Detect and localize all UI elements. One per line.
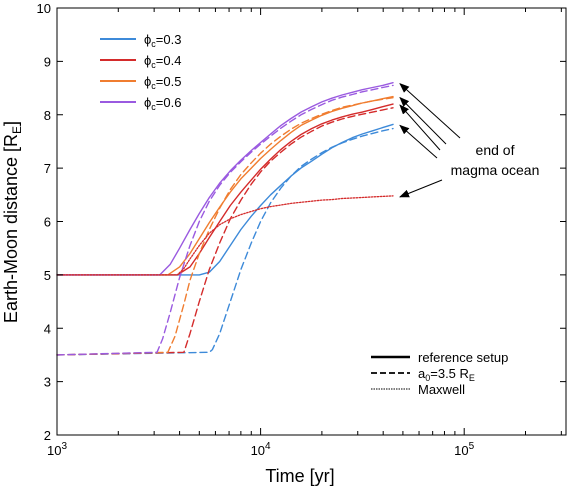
y-tick-label: 3 (44, 375, 51, 390)
annotation-arrow (399, 83, 461, 139)
series-line-dashed-7 (56, 96, 394, 356)
y-tick-label: 8 (44, 108, 51, 123)
annotation-end-of-magma-ocean: end of magma ocean (451, 142, 540, 178)
style-legend-label: a0=3.5 RE (418, 366, 475, 383)
y-tick-label: 6 (44, 215, 51, 230)
y-tick-label: 10 (37, 1, 51, 16)
style-legend-label: reference setup (418, 350, 508, 365)
x-tick-label: 103 (47, 441, 67, 458)
annotation-arrow (399, 104, 441, 151)
series-line-dotted-9 (56, 195, 394, 276)
legend-label: ϕc=0.3 (144, 32, 181, 49)
legend-label: ϕc=0.4 (144, 53, 181, 70)
series-line-dashed-6 (56, 107, 394, 356)
x-tick-label: 105 (454, 441, 474, 458)
plot-frame (56, 7, 567, 436)
annotation-line-2: magma ocean (451, 162, 540, 178)
series-line-dashed-5 (56, 127, 394, 356)
series-line-dashed-8 (56, 84, 394, 356)
annotation-arrow (399, 124, 438, 159)
y-axis-title: Earth-Moon distance [RE] (1, 121, 24, 323)
series-legend: ϕc=0.3 ϕc=0.4 ϕc=0.5 ϕc=0.6 (100, 32, 181, 112)
annotation-arrows (399, 83, 461, 198)
plot-curves (56, 81, 394, 356)
series-line-solid-2 (56, 103, 394, 276)
y-axis-ticks: 2 3 4 5 6 7 8 9 10 (37, 1, 566, 443)
legend-label: ϕc=0.5 (144, 74, 181, 91)
x-axis-ticks: 103 104 105 (47, 8, 562, 458)
y-tick-label: 2 (44, 428, 51, 443)
series-line-solid-3 (56, 95, 394, 276)
y-tick-label: 9 (44, 54, 51, 69)
series-line-solid-4 (56, 81, 394, 276)
annotation-arrow (399, 179, 443, 198)
x-tick-label: 104 (251, 441, 271, 458)
x-axis-title: Time [yr] (265, 466, 334, 486)
legend-label: ϕc=0.6 (144, 95, 181, 112)
y-tick-label: 4 (44, 321, 51, 336)
y-tick-label: 7 (44, 161, 51, 176)
style-legend-label: Maxwell (418, 382, 465, 397)
annotation-line-1: end of (476, 142, 515, 158)
y-tick-label: 5 (44, 268, 51, 283)
